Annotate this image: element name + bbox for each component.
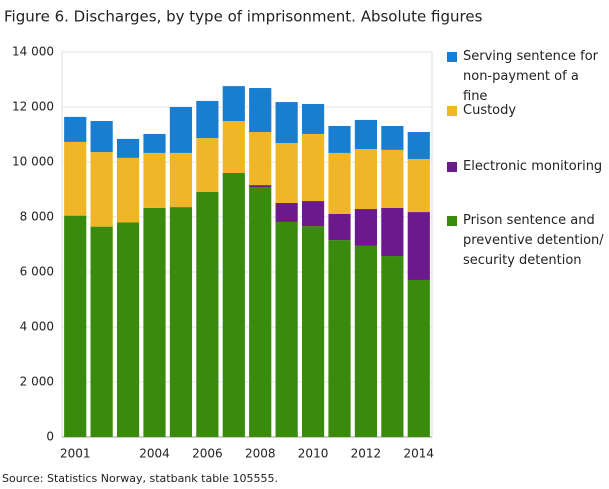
- legend-swatch: [447, 162, 457, 172]
- bar-segment: [222, 121, 245, 173]
- chart-title: Figure 6. Discharges, by type of impriso…: [4, 8, 483, 26]
- bar-segment: [249, 132, 272, 186]
- y-tick-label: 8 000: [20, 210, 54, 224]
- bar-segment: [275, 143, 298, 203]
- bar-segment: [301, 226, 325, 437]
- bar-segment: [275, 102, 298, 144]
- bar-segment: [249, 88, 272, 133]
- legend-swatch: [447, 216, 457, 226]
- bar-segment: [249, 185, 272, 188]
- bar-segment: [169, 207, 193, 437]
- bar-segment: [90, 226, 113, 437]
- bar-segment: [143, 133, 166, 153]
- bar-segment: [381, 207, 404, 257]
- bar-segment: [407, 132, 430, 159]
- legend-label: Prison sentence and preventive detention…: [463, 213, 604, 268]
- legend-item: Custody: [447, 101, 607, 121]
- bar-segment: [196, 191, 219, 437]
- legend-swatch: [447, 106, 457, 116]
- bar-segment: [143, 207, 166, 437]
- bar-segment: [143, 152, 166, 208]
- bar-segment: [196, 138, 219, 192]
- bar-segment: [407, 158, 430, 213]
- bar-segment: [301, 103, 325, 134]
- x-tick-label: 2008: [245, 447, 276, 461]
- legend-label: Serving sentence for non-payment of a fi…: [463, 49, 599, 104]
- bar-segment: [407, 279, 430, 437]
- y-tick-label: 12 000: [12, 100, 54, 114]
- bar-segment: [301, 201, 325, 227]
- legend-item: Electronic monitoring: [447, 157, 607, 177]
- y-tick-label: 4 000: [20, 320, 54, 334]
- bar-segment: [354, 119, 378, 150]
- bar-segment: [381, 149, 404, 208]
- bar-segment: [275, 202, 298, 222]
- bar-segment: [249, 187, 272, 437]
- bar-segment: [407, 212, 430, 280]
- y-tick-label: 6 000: [20, 265, 54, 279]
- bar-segment: [64, 215, 87, 437]
- bar-segment: [222, 173, 245, 437]
- bar-segment: [328, 240, 351, 437]
- bar-segment: [116, 157, 140, 223]
- bar-segment: [328, 152, 351, 214]
- x-tick-label: 2006: [192, 447, 223, 461]
- x-tick-label: 2014: [404, 447, 435, 461]
- legend-item: Prison sentence and preventive detention…: [447, 211, 607, 271]
- bar-segment: [328, 213, 351, 241]
- y-tick-label: 14 000: [12, 45, 54, 59]
- bar-segment: [354, 209, 378, 246]
- bar-segment: [90, 121, 113, 153]
- bar-segment: [381, 125, 404, 150]
- bar-segment: [301, 133, 325, 202]
- y-tick-label: 2 000: [20, 375, 54, 389]
- bar-segment: [328, 125, 351, 153]
- legend-label: Electronic monitoring: [463, 159, 603, 174]
- x-tick-label: 2001: [60, 447, 91, 461]
- bar-segment: [169, 152, 193, 208]
- bar-segment: [354, 245, 378, 437]
- x-tick-label: 2010: [298, 447, 329, 461]
- x-tick-label: 2004: [139, 447, 170, 461]
- bar-segment: [64, 116, 87, 142]
- legend-item: Serving sentence for non-payment of a fi…: [447, 47, 607, 107]
- legend-label: Custody: [463, 103, 517, 118]
- bar-segment: [196, 100, 219, 139]
- bar-segment: [116, 138, 140, 158]
- legend-swatch: [447, 52, 457, 62]
- bar-segment: [90, 152, 113, 227]
- bar-segment: [381, 256, 404, 437]
- source: Source: Statistics Norway, statbank tabl…: [2, 472, 278, 485]
- bar-segment: [169, 107, 193, 153]
- bar-segment: [222, 86, 245, 122]
- bar-segment: [116, 222, 140, 437]
- bar-segment: [64, 141, 87, 216]
- x-tick-label: 2012: [351, 447, 382, 461]
- bar-segment: [354, 149, 378, 210]
- y-tick-label: 0: [46, 430, 54, 444]
- y-tick-label: 10 000: [12, 155, 54, 169]
- bar-segment: [275, 221, 298, 437]
